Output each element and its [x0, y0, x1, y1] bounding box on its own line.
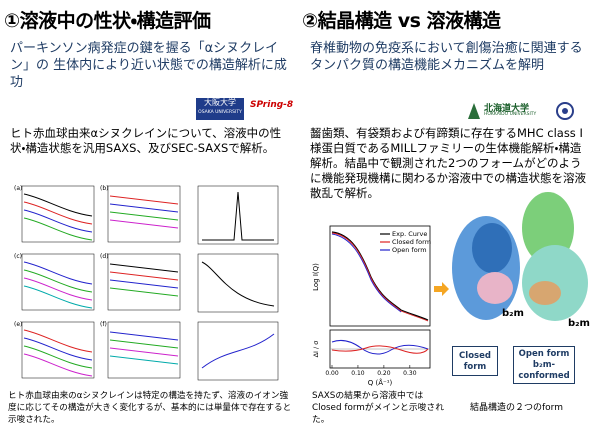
panel-curve: [201, 261, 275, 307]
panel-curve: [109, 211, 179, 221]
panel-curve: [201, 333, 275, 369]
logo-text: 大阪大学: [204, 98, 236, 107]
panel-frame: [107, 321, 181, 379]
x-tick-label: 0.00: [325, 370, 339, 377]
panel-curve: [23, 329, 93, 353]
left-body: ヒト赤血球由来αシヌクレインについて、溶液中の性状・構造状態を汎用SAXS、及び…: [10, 126, 282, 155]
panel-curve: [23, 193, 93, 217]
panel-curve: [109, 279, 179, 289]
plot-caption: SAXSの結果から溶液中ではClosed formがメインと示唆された。: [312, 391, 445, 425]
x-tick-label: 0.20: [377, 370, 391, 377]
panel-curve: [23, 201, 93, 225]
panel-curve: [109, 331, 179, 341]
logo-text: OSAKA UNIVERSITY: [198, 110, 242, 115]
open-form-box: Open form b₂m-conformed: [513, 346, 575, 384]
logo-text: HOKKAIDO UNIVERSITY: [484, 112, 537, 117]
panel-label: (f): [100, 321, 107, 328]
panel-curve: [109, 355, 179, 365]
panel-label: (d): [100, 253, 109, 260]
left-caption: ヒト赤血球由来のαシヌクレインは特定の構造を持たず、溶液のイオン強度に応じてその…: [8, 391, 292, 425]
crystal-structures: b₂m b₂m: [452, 192, 590, 329]
x-tick-label: 0.30: [403, 370, 417, 377]
y2-axis-label: ΔI / σ: [312, 341, 320, 358]
panel-label: (b): [100, 185, 109, 192]
plot-frame: [329, 225, 431, 327]
structure-caption: 結晶構造の２つのform: [470, 403, 563, 413]
panel-curve: [23, 353, 93, 377]
left-subtitle: パーキンソン病発症の鍵を握る「αシヌクレイン」の 生体内により近い状態での構造解…: [10, 41, 287, 90]
panel-label: (c): [14, 253, 22, 260]
closed-b2m: [477, 272, 513, 304]
logo-text: 北海道大学: [484, 104, 530, 114]
panel-curve: [23, 209, 93, 233]
arrow: [434, 282, 449, 296]
panel-curve: [109, 271, 179, 281]
structure-label: b₂m: [502, 308, 524, 319]
panel-frame: [197, 253, 279, 313]
panel-frame: [107, 185, 181, 243]
panel-curve: [23, 217, 93, 241]
left-heading: ①溶液中の性状・構造評価: [4, 10, 211, 32]
open-structure: [522, 245, 588, 321]
logo-icon: [556, 102, 574, 120]
legend-label: Closed form: [392, 238, 431, 246]
hokkaido-logo: 北海道大学 HOKKAIDO UNIVERSITY: [466, 100, 576, 122]
closed-residual: [331, 345, 429, 354]
panel-curve: [109, 219, 179, 229]
saxs-figure-grid: (a) (b) (c) (d) (e) (f): [14, 185, 279, 381]
panel-curve: [109, 347, 179, 357]
panel-curve: [109, 195, 179, 205]
open-residual: [331, 340, 429, 355]
panel-curve: [23, 261, 93, 285]
closed-curve: [331, 232, 429, 322]
structure-label: b₂m: [568, 318, 590, 329]
saxs-fit-plot: Exp. Curve Closed form Open form Log I(Q…: [312, 225, 431, 387]
panel-curve: [23, 269, 93, 293]
right-body: 齧歯類、有袋類および有蹄類に存在するMHC class I様蛋白質であるMILL…: [310, 126, 586, 200]
osaka-logo: 大阪大学 OSAKA UNIVERSITY: [196, 98, 244, 120]
closed-domain: [472, 223, 512, 273]
open-b2m: [529, 281, 561, 305]
panel-frame: [107, 253, 181, 311]
panel-curve: [109, 339, 179, 349]
panel-curve: [23, 277, 93, 301]
panel-curve: [202, 191, 274, 241]
panel-curve: [23, 285, 93, 309]
spring8-logo: SPring-8: [250, 100, 294, 110]
legend-label: Exp. Curve: [392, 230, 427, 238]
x-axis-label: Q (Å⁻¹): [368, 378, 393, 387]
exp-curve: [331, 231, 429, 321]
x-tick-label: 0.10: [351, 370, 365, 377]
open-curve: [331, 233, 402, 313]
right-heading: ②結晶構造 vs 溶液構造: [302, 10, 501, 32]
panel-label: (a): [14, 185, 22, 192]
logo-icon: [468, 103, 480, 119]
panel-curve: [109, 203, 179, 213]
panel-curve: [23, 337, 93, 361]
panel-label: (e): [14, 321, 22, 328]
panel-curve: [23, 345, 93, 369]
right-subtitle: 脊椎動物の免疫系において創傷治癒に関連するタンパク質の構造機能メカニズムを解明: [310, 41, 583, 73]
legend-label: Open form: [392, 246, 427, 254]
closed-form-box: Closed form: [452, 346, 498, 376]
panel-curve: [109, 263, 179, 273]
y-axis-label: Log I(Q): [312, 263, 320, 291]
panel-curve: [109, 287, 179, 297]
